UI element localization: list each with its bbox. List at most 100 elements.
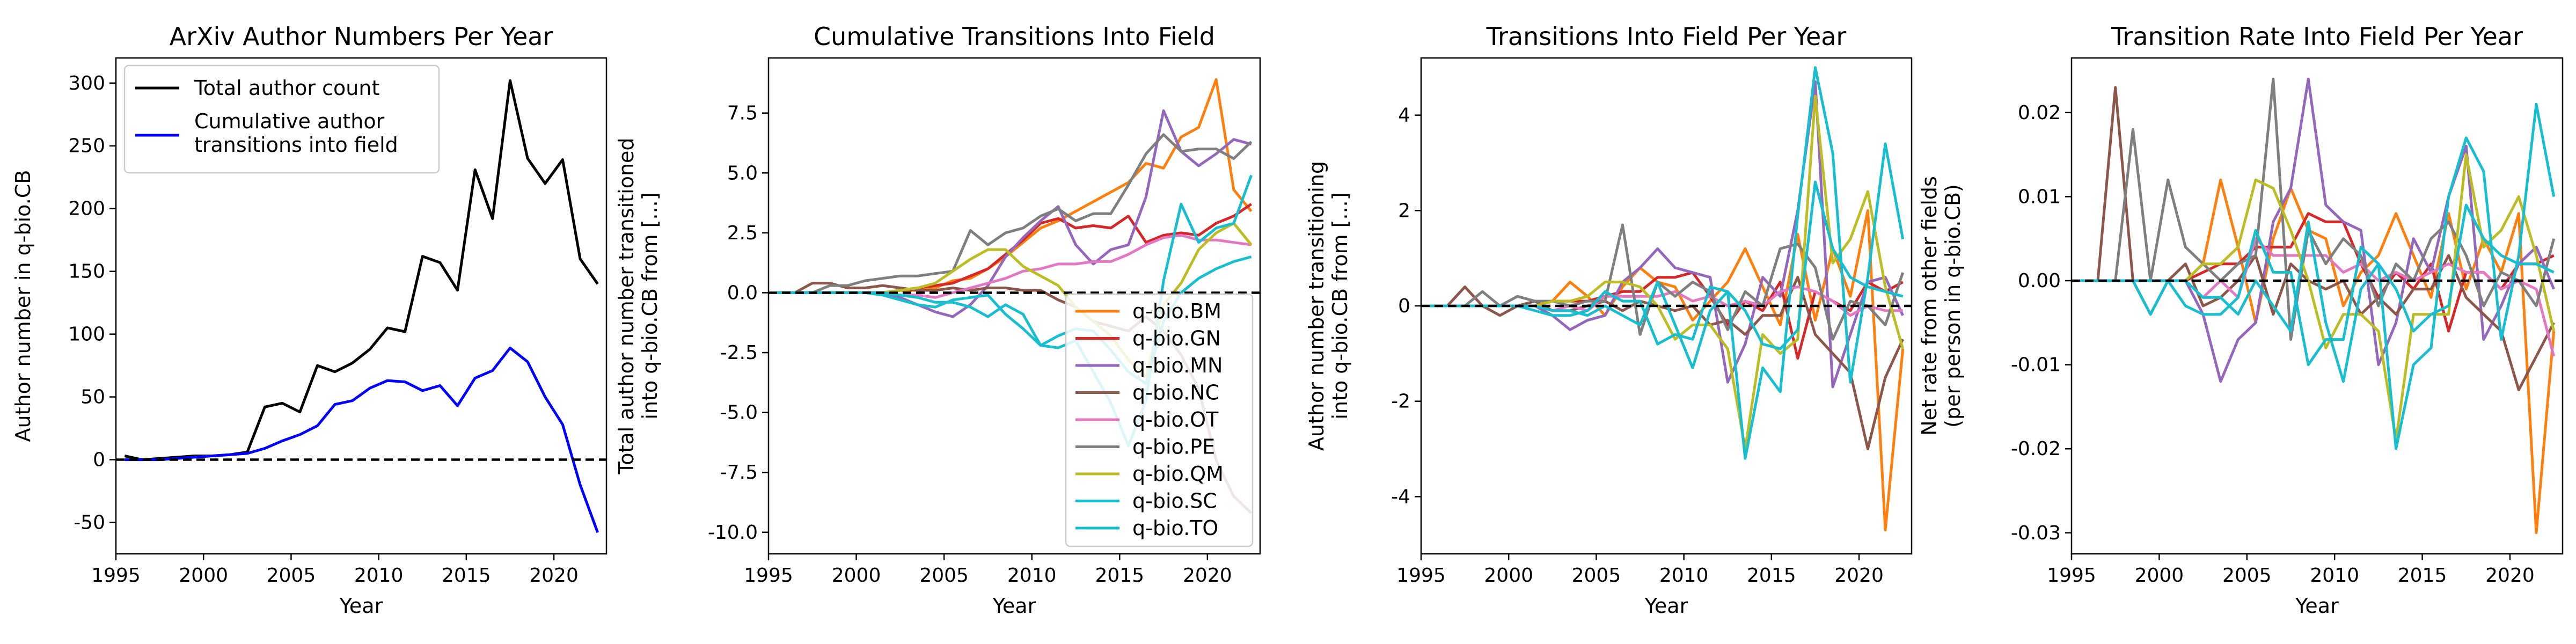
y-tick-label: -5.0	[720, 402, 758, 424]
y-tick-label: 150	[68, 261, 105, 283]
y-tick-label: 4	[1398, 105, 1410, 127]
x-tick-label: 2015	[2398, 565, 2447, 587]
x-tick-label: 2000	[179, 565, 228, 587]
x-tick-label: 2005	[1572, 565, 1621, 587]
y-tick-label: 2	[1398, 200, 1410, 222]
x-tick-label: 1995	[1396, 565, 1446, 587]
x-tick-label: 2010	[2310, 565, 2359, 587]
x-tick-label: 2020	[2485, 565, 2535, 587]
x-axis-label: Year	[339, 594, 383, 618]
y-tick-label: 0	[1398, 295, 1410, 317]
x-tick-label: 2015	[1747, 565, 1796, 587]
y-axis-label-line: Total author number transitioned	[614, 137, 638, 474]
series-line-q-bio-mn	[2080, 77, 2556, 383]
panel-title: Cumulative Transitions Into Field	[814, 22, 1215, 51]
y-tick-label: -2.5	[720, 342, 758, 364]
plot-frame	[2070, 57, 2564, 555]
legend: q-bio.BM q-bio.GN q-bio.MN q-bio.NC q-bio.OT…	[1065, 293, 1254, 547]
legend-label: q-bio.TO	[1132, 516, 1218, 540]
y-tick-label: -0.03	[2011, 522, 2061, 544]
legend-label: q-bio.PE	[1132, 435, 1215, 459]
series-line-q-bio-pe	[777, 133, 1253, 294]
x-tick-label: 2015	[442, 565, 491, 587]
series-group	[1430, 66, 1905, 532]
x-tick-label: 2000	[1484, 565, 1533, 587]
series-line-q-bio-bm	[2080, 178, 2556, 535]
y-tick-label: -2	[1391, 391, 1410, 413]
y-tick-label: 0	[93, 449, 105, 471]
x-axis-label: Year	[992, 594, 1036, 618]
y-tick-label: 2.5	[727, 222, 758, 244]
panel-3: Transitions Into Field Per Year 1995 2000 2…	[1305, 22, 1913, 618]
legend-label: Total author count	[194, 76, 379, 100]
y-tick-label: 100	[68, 324, 105, 346]
y-tick-label: 300	[68, 72, 105, 94]
y-axis-label-line: (per person in q-bio.CB)	[1941, 184, 1965, 428]
x-tick-label: 2015	[1095, 565, 1144, 587]
legend: Total author count Cumulative author trans…	[123, 64, 440, 174]
panel-title: ArXiv Author Numbers Per Year	[170, 22, 553, 51]
series-line-q-bio-pe	[1430, 223, 1905, 341]
y-tick-label: 250	[68, 135, 105, 157]
x-tick-label: 2005	[2222, 565, 2272, 587]
x-tick-label: 2010	[354, 565, 404, 587]
legend-label: q-bio.MN	[1132, 354, 1223, 377]
x-tick-label: 2020	[529, 565, 579, 587]
series-group	[2080, 77, 2556, 535]
y-tick-label: 0.00	[2018, 270, 2061, 292]
y-axis-label-line: into q-bio.CB from [...]	[1328, 192, 1352, 419]
series-line-q-bio-qm	[2080, 153, 2556, 442]
y-axis-label: Author number in q-bio.CB	[11, 170, 35, 442]
series-line-q-bio-sc	[2080, 203, 2555, 367]
y-axis-label-line: Net rate from other fields	[1918, 176, 1941, 436]
y-tick-label: -4	[1391, 486, 1410, 508]
series-group	[124, 79, 599, 533]
y-tick-label: 7.5	[727, 103, 758, 125]
series-line-q-bio-mn	[1430, 80, 1904, 389]
plot-frame	[115, 57, 608, 555]
panel-2: Cumulative Transitions Into Field 1995 200…	[614, 22, 1261, 618]
legend-label: q-bio.GN	[1132, 327, 1221, 350]
y-tick-label: 0.02	[2018, 102, 2061, 124]
y-tick-label: 0.0	[727, 282, 758, 304]
series-line-q-bio-pe	[2080, 77, 2556, 341]
x-axis-label: Year	[2295, 594, 2339, 618]
x-tick-label: 2005	[267, 565, 316, 587]
y-tick-label: -50	[74, 512, 105, 534]
panel-title: Transitions Into Field Per Year	[1486, 22, 1847, 51]
panel-title: Transition Rate Into Field Per Year	[2111, 22, 2523, 51]
y-tick-label: -7.5	[720, 462, 758, 484]
y-tick-label: -0.02	[2011, 438, 2061, 460]
y-tick-label: -10.0	[708, 522, 758, 544]
x-tick-label: 2000	[2135, 565, 2184, 587]
legend-label: q-bio.OT	[1132, 408, 1219, 431]
series-line-q-bio-nc	[1430, 276, 1904, 450]
y-axis-label-line: into q-bio.CB from [...]	[638, 192, 662, 419]
legend-label: q-bio.NC	[1132, 381, 1219, 405]
y-tick-label: 5.0	[727, 162, 758, 184]
x-tick-label: 2010	[1659, 565, 1709, 587]
plot-frame	[767, 57, 1261, 555]
legend-label: q-bio.BM	[1132, 299, 1221, 323]
y-tick-label: -0.01	[2011, 354, 2061, 376]
x-tick-label: 2020	[1834, 565, 1884, 587]
series-line-cumulative-author-transitions-into-field	[125, 346, 599, 533]
legend-label: q-bio.SC	[1132, 489, 1217, 513]
plot-frame	[1420, 57, 1913, 555]
x-axis-label: Year	[1644, 594, 1688, 618]
x-tick-label: 1995	[744, 565, 793, 587]
x-tick-label: 1995	[91, 565, 141, 587]
x-tick-label: 2000	[832, 565, 881, 587]
legend-label: Cumulative author transitions into field	[194, 109, 398, 157]
y-tick-label: 50	[80, 386, 105, 408]
legend-label: q-bio.QM	[1132, 462, 1224, 486]
x-tick-label: 2005	[919, 565, 969, 587]
y-tick-label: 200	[68, 198, 105, 220]
x-tick-label: 2010	[1007, 565, 1057, 587]
series-line-q-bio-bm	[777, 78, 1253, 294]
panel-4: Transition Rate Into Field Per Year 1995 2…	[1918, 22, 2564, 618]
y-axis-label-line: Author number transitioning	[1305, 161, 1328, 451]
y-tick-label: 0.01	[2018, 186, 2061, 208]
